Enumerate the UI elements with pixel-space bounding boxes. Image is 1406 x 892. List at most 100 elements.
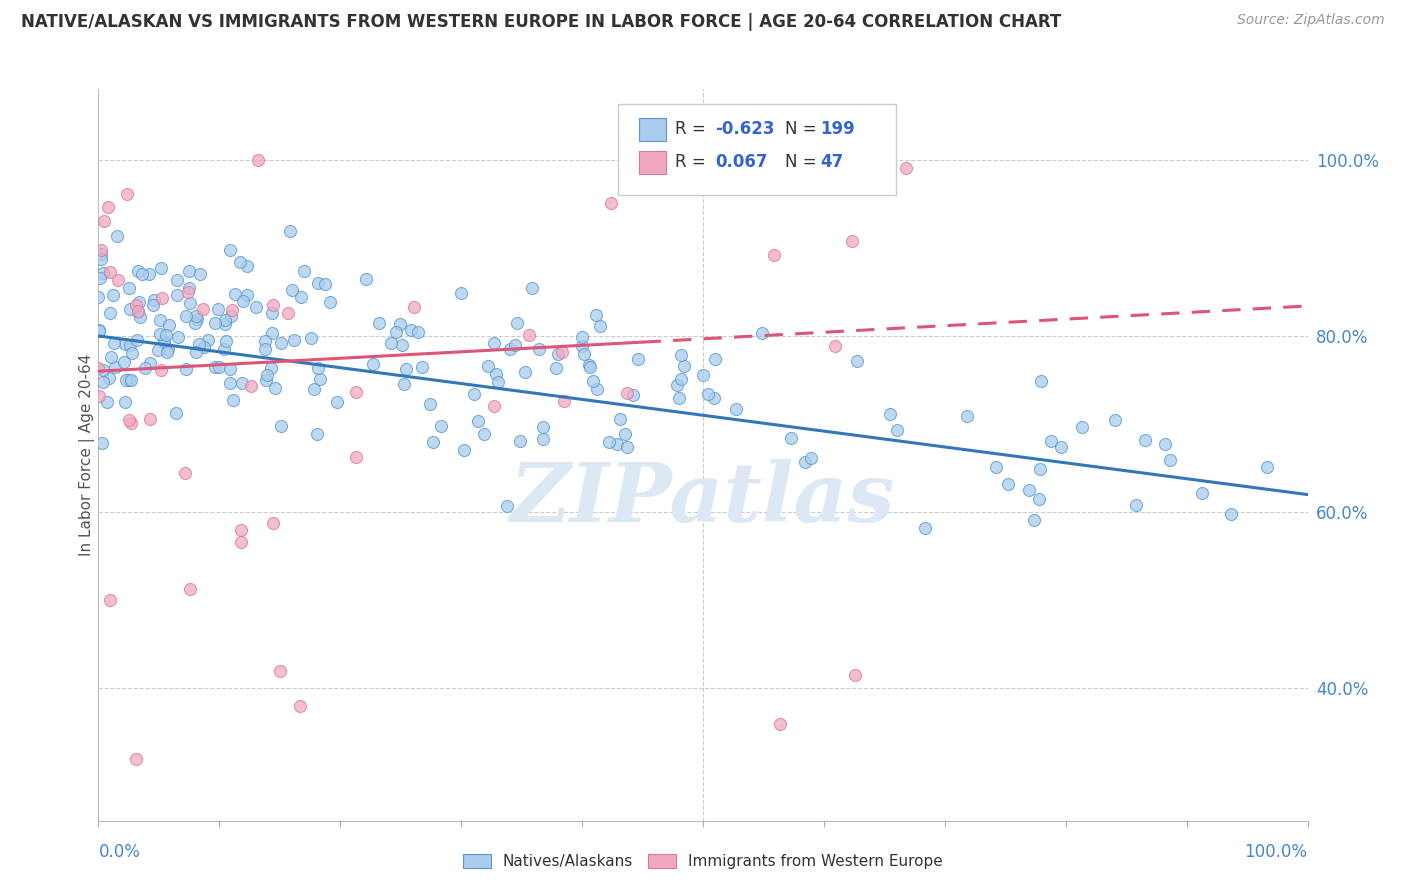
Point bbox=[262, 298, 284, 312]
Point bbox=[184, 309, 207, 323]
Point bbox=[184, 316, 207, 330]
Point bbox=[219, 362, 242, 376]
Point bbox=[589, 318, 612, 333]
Point bbox=[997, 477, 1019, 491]
Point bbox=[780, 431, 803, 445]
Point bbox=[107, 273, 129, 287]
Point bbox=[845, 354, 868, 368]
Text: 199: 199 bbox=[820, 120, 855, 138]
Point bbox=[411, 359, 433, 374]
Point bbox=[87, 389, 110, 403]
Text: N =: N = bbox=[785, 153, 823, 171]
Point bbox=[599, 196, 621, 211]
Point bbox=[392, 376, 415, 391]
Point bbox=[100, 265, 122, 279]
Point bbox=[585, 308, 607, 322]
Point bbox=[1040, 434, 1063, 449]
Point bbox=[499, 342, 522, 356]
Point bbox=[179, 582, 201, 596]
Point bbox=[671, 372, 693, 386]
Point bbox=[531, 432, 554, 446]
Point bbox=[208, 360, 231, 375]
Text: Source: ZipAtlas.com: Source: ZipAtlas.com bbox=[1237, 13, 1385, 28]
Point bbox=[97, 371, 120, 385]
Text: ZIPatlas: ZIPatlas bbox=[510, 458, 896, 539]
Point bbox=[380, 335, 402, 350]
Point bbox=[93, 266, 115, 280]
Point bbox=[90, 252, 112, 267]
Point bbox=[668, 391, 690, 405]
Point bbox=[1133, 433, 1156, 447]
Point bbox=[188, 267, 211, 281]
Point bbox=[544, 361, 567, 376]
Point bbox=[1071, 419, 1094, 434]
Point bbox=[886, 423, 908, 437]
Point bbox=[841, 234, 863, 248]
Point bbox=[173, 467, 195, 481]
Point bbox=[467, 414, 489, 428]
Point bbox=[100, 592, 122, 607]
Point bbox=[177, 285, 200, 299]
Point bbox=[277, 306, 299, 320]
Point bbox=[89, 271, 111, 285]
Point bbox=[361, 358, 384, 372]
Point bbox=[385, 325, 408, 339]
Point bbox=[117, 281, 139, 295]
Point bbox=[105, 228, 128, 243]
FancyBboxPatch shape bbox=[638, 118, 665, 141]
Point bbox=[184, 345, 207, 359]
Point bbox=[139, 412, 162, 426]
Point bbox=[616, 440, 638, 454]
Point bbox=[87, 322, 110, 336]
Point bbox=[305, 427, 328, 442]
Point bbox=[614, 427, 637, 442]
Point bbox=[522, 280, 544, 294]
Point bbox=[309, 372, 332, 386]
Point bbox=[224, 286, 246, 301]
Point bbox=[259, 361, 281, 376]
Point bbox=[281, 283, 304, 297]
Point bbox=[114, 337, 136, 351]
Point bbox=[156, 345, 179, 359]
Point bbox=[578, 359, 600, 373]
Point bbox=[278, 224, 301, 238]
Point bbox=[1220, 507, 1243, 521]
Point bbox=[117, 186, 139, 201]
Point bbox=[956, 409, 979, 423]
Point bbox=[430, 418, 453, 433]
Point bbox=[325, 395, 347, 409]
Point bbox=[283, 334, 305, 348]
Point bbox=[344, 384, 367, 399]
Point bbox=[422, 434, 444, 449]
Point bbox=[399, 323, 422, 337]
Point bbox=[236, 288, 259, 302]
Point bbox=[131, 267, 153, 281]
Point bbox=[121, 345, 143, 359]
Point bbox=[219, 309, 242, 323]
Point bbox=[531, 420, 554, 434]
Point bbox=[288, 699, 311, 714]
Point bbox=[118, 302, 141, 317]
Point bbox=[509, 434, 531, 448]
Point bbox=[290, 290, 312, 304]
Text: N =: N = bbox=[785, 120, 823, 138]
Point bbox=[204, 317, 226, 331]
Point bbox=[1029, 374, 1052, 388]
Point bbox=[794, 455, 817, 469]
Point bbox=[616, 385, 638, 400]
Point bbox=[91, 435, 114, 450]
Point bbox=[232, 294, 254, 309]
Point bbox=[212, 342, 235, 356]
Point bbox=[253, 334, 276, 349]
Point bbox=[221, 302, 243, 317]
Point bbox=[166, 288, 188, 302]
Point bbox=[547, 346, 569, 360]
Point bbox=[572, 347, 595, 361]
Point bbox=[118, 413, 141, 427]
Point bbox=[477, 359, 499, 373]
Point bbox=[1028, 492, 1050, 507]
Point bbox=[263, 381, 285, 395]
Point bbox=[1050, 440, 1073, 454]
Point bbox=[167, 330, 190, 344]
Point bbox=[120, 338, 142, 352]
